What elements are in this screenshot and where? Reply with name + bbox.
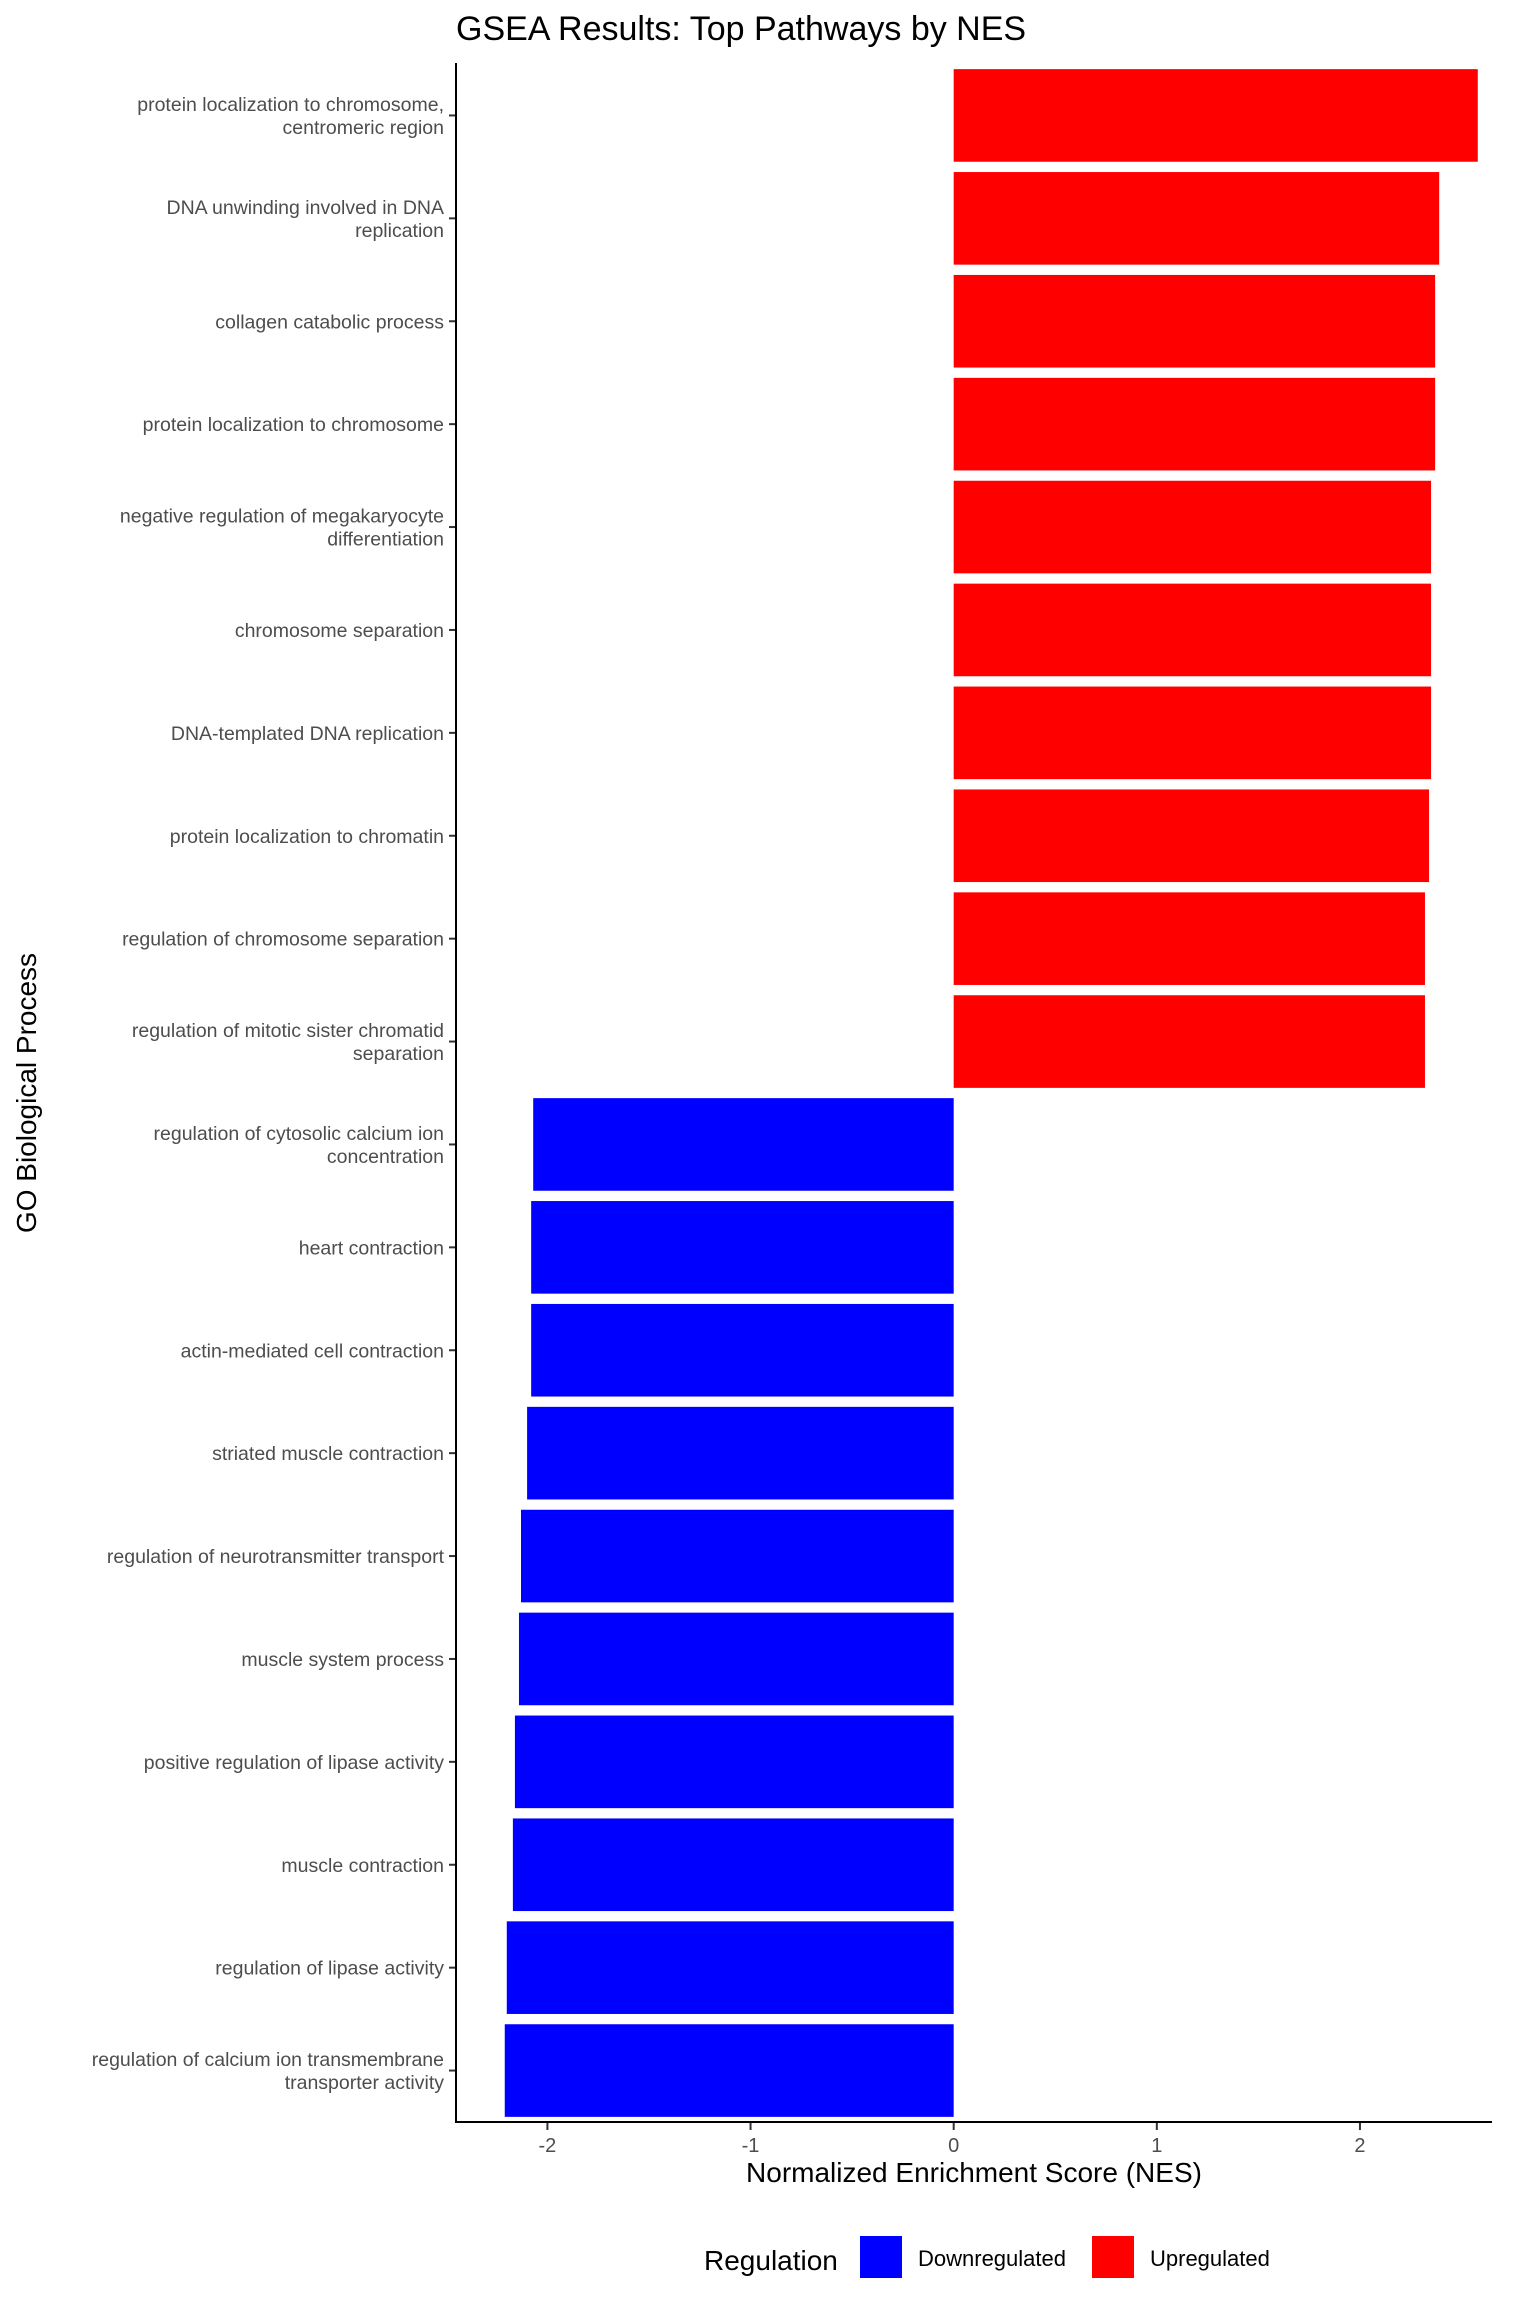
y-tick-label-line: replication	[355, 220, 444, 242]
y-tick-label: regulation of cytosolic calcium ion conce…	[154, 1123, 444, 1168]
y-tick-label: negative regulation of megakaryocyte diff…	[120, 506, 444, 551]
y-tick-label-line: negative regulation of megakaryocyte	[120, 506, 444, 528]
y-tick-label: regulation of calcium ion transmembrane t…	[92, 2049, 445, 2094]
bar-10	[953, 995, 1425, 1088]
bar-1	[953, 69, 1478, 162]
bar-6	[953, 583, 1432, 677]
x-tick-label: 1	[1151, 2135, 1162, 2157]
y-tick-label-line: concentration	[327, 1146, 444, 1168]
y-tick-label: DNA-templated DNA replication	[171, 723, 444, 745]
y-tick-label: chromosome separation	[235, 620, 444, 642]
bar-2	[953, 172, 1440, 265]
y-tick-label: regulation of lipase activity	[215, 1958, 444, 1980]
bar-4	[953, 377, 1436, 471]
y-tick-label: protein localization to chromosome	[143, 414, 444, 436]
y-tick-label-line: actin-mediated cell contraction	[181, 1340, 444, 1362]
bar-14	[527, 1406, 954, 1500]
bars-layer	[504, 69, 1478, 2117]
y-tick-label: actin-mediated cell contraction	[181, 1340, 444, 1362]
y-tick-label: muscle contraction	[281, 1855, 444, 1877]
y-tick-label-line: transporter activity	[285, 2072, 445, 2094]
bar-11	[533, 1098, 954, 1191]
bar-8	[953, 789, 1430, 883]
y-tick-label: DNA unwinding involved in DNA replication	[167, 197, 444, 242]
bar-18	[512, 1818, 954, 1912]
y-tick-label-line: collagen catabolic process	[215, 311, 444, 333]
y-tick-label: muscle system process	[241, 1649, 444, 1671]
y-tick-label: collagen catabolic process	[215, 311, 444, 333]
y-tick-label: striated muscle contraction	[212, 1443, 444, 1465]
y-axis-title: GO Biological Process	[11, 953, 42, 1233]
bar-12	[531, 1201, 954, 1294]
bar-15	[521, 1509, 954, 1603]
bar-3	[953, 274, 1436, 368]
y-tick-label-line: regulation of chromosome separation	[122, 929, 444, 951]
legend-label: Upregulated	[1150, 2246, 1270, 2271]
legend-key-upregulated	[1092, 2236, 1134, 2278]
y-tick-label-line: separation	[353, 1043, 444, 1065]
y-tick-label-line: regulation of cytosolic calcium ion	[154, 1123, 444, 1145]
y-tick-label-line: centromeric region	[283, 117, 444, 139]
y-tick-label-line: regulation of mitotic sister chromatid	[132, 1020, 444, 1042]
y-tick-labels: protein localization to chromosome, centr…	[92, 94, 456, 2094]
y-tick-label-line: DNA-templated DNA replication	[171, 723, 444, 745]
bar-5	[953, 480, 1432, 574]
bar-17	[514, 1715, 954, 1809]
y-tick-label-line: regulation of calcium ion transmembrane	[92, 2049, 444, 2071]
y-tick-label-line: protein localization to chromatin	[170, 826, 444, 848]
y-tick-label-line: striated muscle contraction	[212, 1443, 444, 1465]
x-tick-label: 2	[1354, 2135, 1365, 2157]
x-tick-label: -1	[742, 2135, 760, 2157]
y-tick-label-line: chromosome separation	[235, 620, 444, 642]
y-tick-label-line: muscle system process	[241, 1649, 444, 1671]
y-tick-label: regulation of mitotic sister chromatid se…	[132, 1020, 444, 1065]
y-tick-label: protein localization to chromatin	[170, 826, 444, 848]
y-tick-label: heart contraction	[299, 1237, 444, 1259]
y-tick-label-line: regulation of neurotransmitter transport	[107, 1546, 445, 1568]
y-tick-label-line: positive regulation of lipase activity	[144, 1752, 444, 1774]
x-tick-label: 0	[948, 2135, 959, 2157]
legend-label: Downregulated	[918, 2246, 1066, 2271]
y-tick-label-line: DNA unwinding involved in DNA	[167, 197, 444, 219]
y-tick-label-line: protein localization to chromosome	[143, 414, 444, 436]
bar-16	[518, 1612, 954, 1706]
bar-9	[953, 892, 1425, 985]
y-tick-label-line: heart contraction	[299, 1237, 444, 1259]
x-tick-label: -2	[539, 2135, 557, 2157]
y-tick-label-line: regulation of lipase activity	[215, 1958, 444, 1980]
legend-key-downregulated	[860, 2236, 902, 2278]
y-tick-label: regulation of neurotransmitter transport	[107, 1546, 445, 1568]
y-tick-label-line: muscle contraction	[281, 1855, 444, 1877]
x-axis: -2 -1 0 1 2	[539, 2122, 1366, 2157]
bar-20	[504, 2024, 954, 2117]
y-tick-label: regulation of chromosome separation	[122, 929, 444, 951]
x-axis-title: Normalized Enrichment Score (NES)	[746, 2157, 1202, 2188]
legend: Regulation Downregulated Upregulated	[704, 2236, 1270, 2278]
chart-title: GSEA Results: Top Pathways by NES	[456, 10, 1026, 48]
y-tick-label: positive regulation of lipase activity	[144, 1752, 444, 1774]
y-tick-label: protein localization to chromosome, centr…	[137, 94, 444, 139]
bar-13	[531, 1303, 954, 1397]
bar-19	[506, 1921, 954, 2014]
bar-7	[953, 686, 1432, 780]
y-tick-label-line: protein localization to chromosome,	[137, 94, 444, 116]
legend-title: Regulation	[704, 2245, 838, 2276]
y-tick-label-line: differentiation	[327, 529, 444, 551]
